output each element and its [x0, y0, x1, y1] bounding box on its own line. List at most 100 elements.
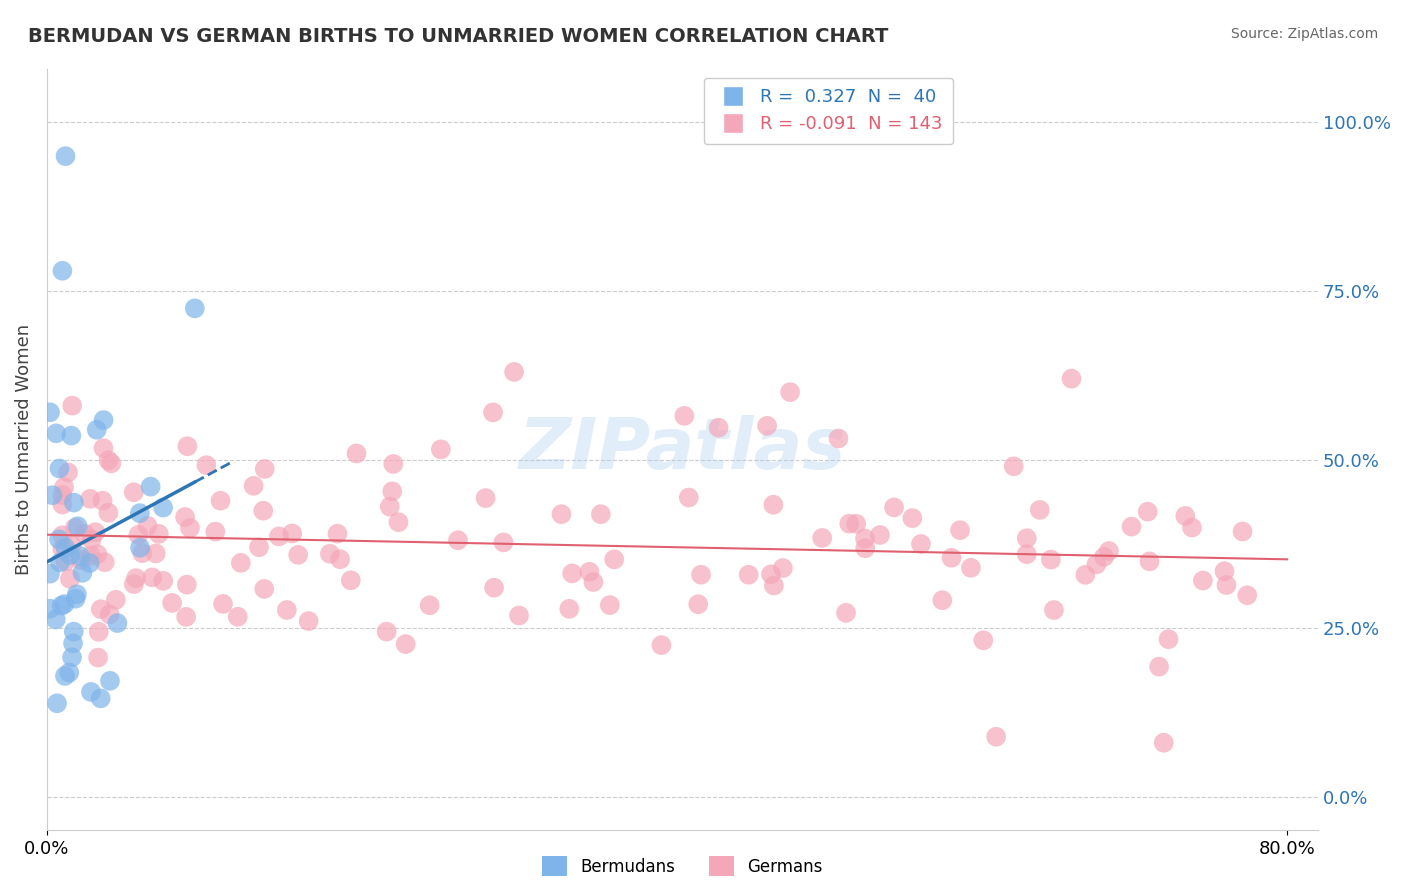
Point [319, 547, 342, 561]
Point [474, 491, 496, 505]
Point [62, 624, 84, 639]
Point [1236, 588, 1258, 602]
Point [91, 493, 114, 508]
Point [55, 149, 77, 163]
Point [447, 533, 470, 548]
Point [195, 458, 218, 472]
Point [51, 498, 73, 512]
Point [131, 546, 153, 560]
Point [375, 624, 398, 639]
Point [148, 527, 170, 541]
Point [901, 511, 924, 525]
Point [707, 420, 730, 434]
Point [252, 504, 274, 518]
Point [93, 413, 115, 427]
Point [1136, 505, 1159, 519]
Point [39, 566, 62, 581]
Point [60, 399, 83, 413]
Point [145, 546, 167, 560]
Point [48, 461, 70, 475]
Point [492, 535, 515, 549]
Point [45, 612, 67, 626]
Point [179, 521, 201, 535]
Point [53, 597, 76, 611]
Point [160, 596, 183, 610]
Point [128, 506, 150, 520]
Point [759, 567, 782, 582]
Point [853, 541, 876, 556]
Point [176, 439, 198, 453]
Point [276, 603, 298, 617]
Point [86, 547, 108, 561]
Point [107, 616, 129, 631]
Point [558, 602, 581, 616]
Point [94, 555, 117, 569]
Point [1085, 558, 1108, 572]
Point [287, 548, 309, 562]
Point [329, 552, 352, 566]
Point [53, 480, 76, 494]
Text: ZIPatlas: ZIPatlas [519, 415, 846, 484]
Point [127, 528, 149, 542]
Point [1213, 564, 1236, 578]
Point [582, 574, 605, 589]
Point [65, 591, 87, 606]
Point [673, 409, 696, 423]
Point [1039, 552, 1062, 566]
Point [60, 428, 83, 442]
Point [209, 493, 232, 508]
Point [39, 601, 62, 615]
Point [247, 540, 270, 554]
Point [482, 405, 505, 419]
Point [931, 593, 953, 607]
Point [1192, 574, 1215, 588]
Point [550, 507, 572, 521]
Point [97, 453, 120, 467]
Point [69, 553, 91, 567]
Point [226, 609, 249, 624]
Point [811, 531, 834, 545]
Point [98, 607, 121, 622]
Point [762, 498, 785, 512]
Point [949, 523, 972, 537]
Point [387, 515, 409, 529]
Point [53, 669, 76, 683]
Point [73, 527, 96, 541]
Point [79, 491, 101, 506]
Point [49, 556, 72, 570]
Point [960, 561, 983, 575]
Point [382, 457, 405, 471]
Point [87, 650, 110, 665]
Point [1121, 519, 1143, 533]
Point [1015, 547, 1038, 561]
Point [90, 602, 112, 616]
Point [589, 507, 612, 521]
Point [51, 541, 73, 556]
Point [51, 264, 73, 278]
Point [174, 610, 197, 624]
Point [650, 638, 672, 652]
Point [827, 432, 849, 446]
Point [125, 571, 148, 585]
Point [346, 446, 368, 460]
Point [60, 650, 83, 665]
Point [41, 488, 63, 502]
Text: BERMUDAN VS GERMAN BIRTHS TO UNMARRIED WOMEN CORRELATION CHART: BERMUDAN VS GERMAN BIRTHS TO UNMARRIED W… [28, 27, 889, 45]
Point [779, 385, 801, 400]
Point [129, 541, 152, 555]
Point [482, 581, 505, 595]
Point [62, 636, 84, 650]
Point [941, 550, 963, 565]
Point [1015, 531, 1038, 545]
Point [678, 491, 700, 505]
Point [869, 528, 891, 542]
Point [835, 606, 858, 620]
Point [60, 538, 83, 552]
Point [204, 524, 226, 539]
Point [63, 495, 86, 509]
Point [1043, 603, 1066, 617]
Point [80, 533, 103, 547]
Point [63, 521, 86, 535]
Point [1147, 659, 1170, 673]
Point [1098, 544, 1121, 558]
